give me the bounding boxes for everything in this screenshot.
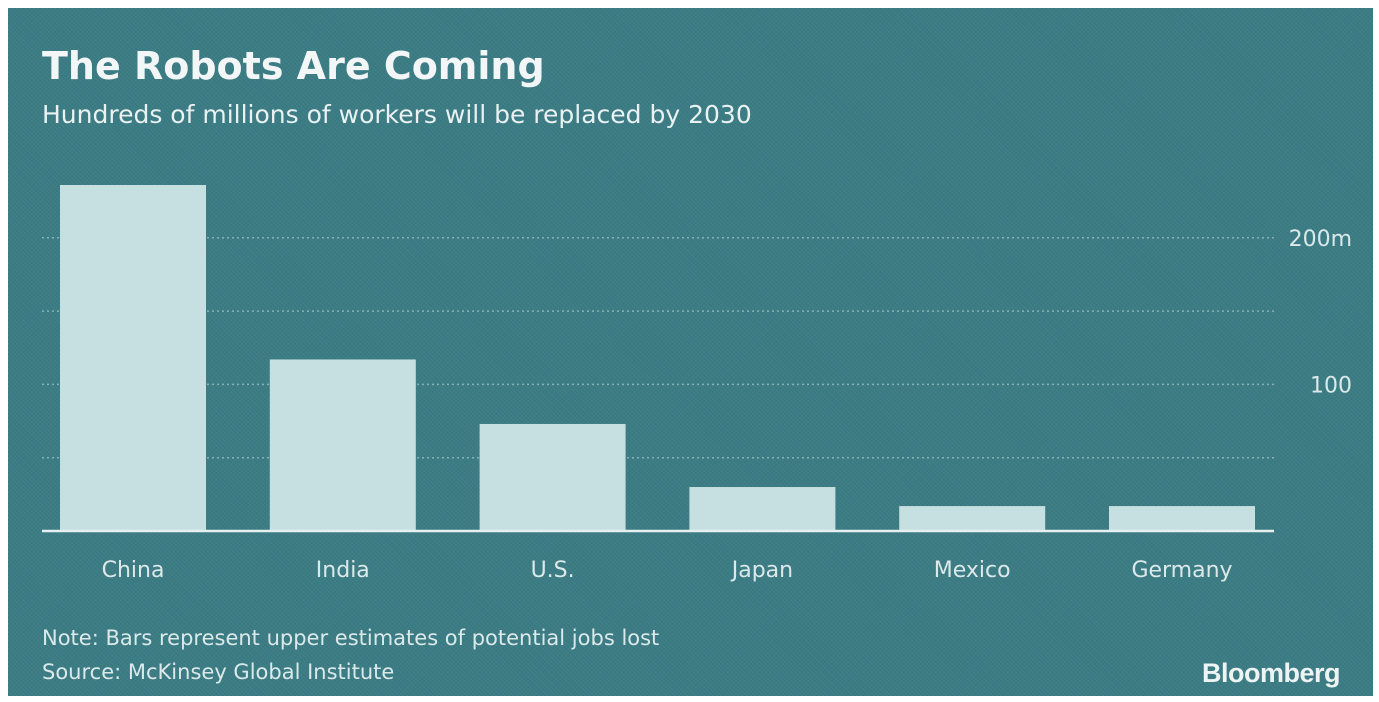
y-tick-label: 200m bbox=[1289, 227, 1352, 252]
bar-mexico bbox=[899, 506, 1045, 531]
bar-japan bbox=[689, 487, 835, 531]
category-label: India bbox=[316, 558, 370, 583]
y-axis-ticks: 200m 100 bbox=[1289, 227, 1352, 399]
bar-germany bbox=[1109, 506, 1255, 531]
category-label: Japan bbox=[730, 558, 793, 583]
bars bbox=[60, 185, 1255, 531]
category-label: U.S. bbox=[531, 558, 575, 583]
y-tick-label: 100 bbox=[1310, 373, 1352, 398]
category-label: China bbox=[102, 558, 165, 583]
bar-china bbox=[60, 185, 206, 531]
category-label: Mexico bbox=[934, 558, 1011, 583]
bar-us bbox=[480, 424, 626, 531]
category-label: Germany bbox=[1131, 558, 1232, 583]
bar-india bbox=[270, 359, 416, 531]
gridlines bbox=[42, 238, 1274, 458]
x-axis-categories: China India U.S. Japan Mexico Germany bbox=[102, 558, 1233, 583]
